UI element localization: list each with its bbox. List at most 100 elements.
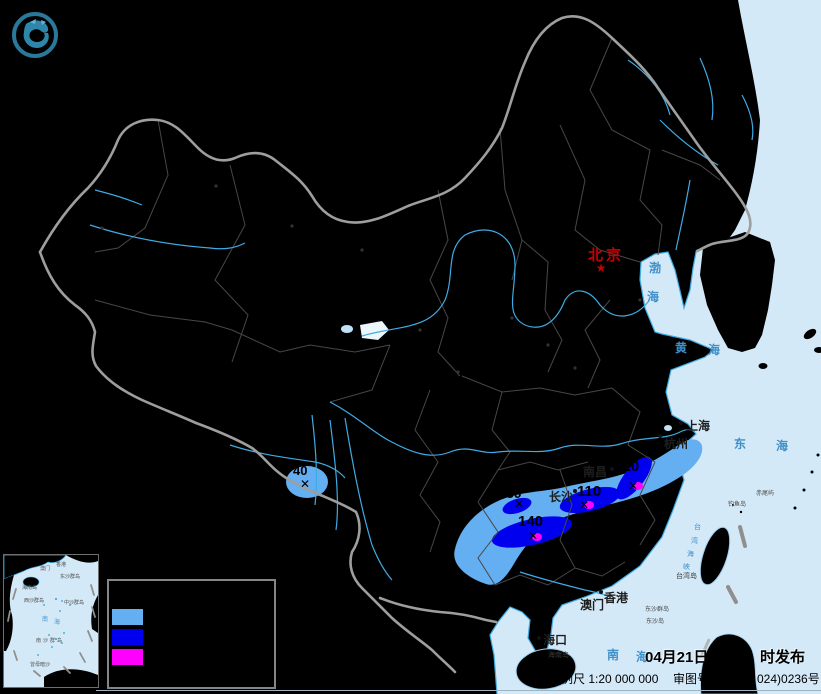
inset-south-sea-label: 南: [42, 617, 49, 623]
inset-dash-marks: [7, 584, 96, 677]
rain-patch-tibet: [286, 466, 328, 498]
dongsha-islands-label: 东沙群岛: [645, 607, 670, 613]
qinghai-lake: [341, 325, 353, 333]
yangtze-river: [329, 401, 696, 456]
inset-hainan-label: 海南岛: [22, 585, 38, 591]
beijing-label: 北京: [588, 247, 625, 264]
inset-map-canvas: [3, 554, 98, 687]
dongsha-island-label: 东沙岛: [646, 619, 665, 625]
beijing-star-marker: ★: [595, 261, 607, 275]
south-china-sea-inset: 澳门 香港 东沙群岛 海南岛 西沙群岛 中沙群岛 南 海 南沙群岛 曾母暗沙: [3, 554, 99, 688]
inset-nansha-label: 南沙群岛: [36, 638, 65, 644]
issue-suffix-text: 时发布: [760, 649, 806, 666]
taiwan-island: [699, 526, 731, 586]
max-rain-marker-140: ✕: [527, 529, 539, 543]
cma-dragon-logo: [12, 12, 58, 58]
max-rain-marker-changsha: ✕: [578, 498, 590, 512]
japan-island: [814, 347, 821, 353]
taiwan-strait-label: 湾: [691, 538, 698, 545]
haikou-label: 海口: [543, 633, 568, 647]
extreme-spot-changsha: [584, 501, 594, 509]
max-rain-marker-nanchang: ✕: [627, 479, 639, 493]
rain-value-changsha: 110: [577, 483, 602, 500]
inset-xisha-label: 西沙群岛: [24, 598, 45, 604]
diaoyu-island-label: 钓鱼岛: [728, 502, 747, 508]
rain-value-80: 80: [506, 485, 522, 501]
extreme-spot-nanchang: [633, 482, 643, 490]
legend-swatch-rainstorm: [112, 629, 143, 645]
max-rain-marker-80: ✕: [513, 497, 525, 511]
yarlung-river: [229, 444, 346, 479]
hangzhou-label: 杭州: [664, 437, 689, 451]
rainstorm-blob-changsha: [559, 486, 621, 514]
inset-zhongsha-label: 中沙群岛: [64, 600, 85, 606]
inset-dongsha-label: 东沙群岛: [60, 574, 81, 580]
macau-label: 澳门: [580, 598, 605, 612]
jeju-island: [758, 363, 768, 369]
east-sea-label: 海: [776, 439, 789, 453]
nanchang-label: 南昌: [583, 465, 608, 479]
map-frame-bottom-line: [96, 690, 821, 691]
yellow-river: [361, 229, 649, 337]
map-approval-suffix: 024)0236号: [757, 672, 820, 686]
rainstorm-blob-nanchang: [616, 456, 652, 500]
yellow-sea-label: 海: [708, 343, 721, 357]
hainan-island: [515, 648, 577, 690]
hongkong-dot: [599, 590, 603, 594]
city-dots: [100, 184, 642, 374]
east-sea-label: 东: [734, 437, 747, 451]
rain-value-140: 140: [518, 513, 544, 530]
rainstorm-blob-80: [502, 497, 532, 515]
luzon-island: [700, 633, 759, 694]
rainstorm-blob-140: [491, 516, 573, 548]
land-overlays: [515, 232, 821, 694]
shanghai-dot: [679, 421, 683, 425]
south-sea-label: 海: [636, 650, 649, 664]
rivers: [89, 57, 754, 597]
dash-line-marks: [726, 525, 747, 604]
rainfall-legend: [107, 579, 276, 689]
taiwan-strait-label: 海: [687, 551, 694, 558]
ryukyu-dots: [732, 453, 820, 514]
taiwan-island-label: 台湾岛: [676, 573, 697, 580]
legend-swatch-heavy-rain: [112, 609, 143, 625]
hongkong-label: 香港: [604, 591, 629, 605]
inset-macau-label: 澳门: [40, 566, 51, 572]
rain-value-tibet: 40: [293, 463, 308, 478]
issue-date-text: 04月21日: [645, 649, 709, 666]
shanghai-label: 上海: [686, 419, 711, 433]
max-rain-marker-tibet: ✕: [299, 477, 311, 491]
south-sea-label: 南: [607, 648, 620, 662]
hainan-island-label: 海南岛: [548, 652, 569, 659]
chiwei-island-label: 赤尾屿: [756, 491, 775, 497]
pearl-river: [519, 571, 609, 597]
map-approval-prefix: 审图号：(: [673, 672, 725, 686]
inset-south-sea-label: 海: [54, 620, 61, 626]
rain-areas: [286, 439, 703, 585]
taiwan-strait-label: 台: [694, 524, 701, 531]
hangzhou-dot: [658, 434, 662, 438]
bohai-sea-label: 海: [647, 290, 660, 304]
bohai-sea-label: 渤: [649, 261, 662, 275]
white-lake: [360, 321, 389, 340]
nanchang-dot: [610, 467, 614, 471]
scale-text: 比例尺 1:20 000 000: [549, 672, 659, 686]
changsha-label: 长沙: [549, 490, 574, 504]
extreme-spot-140: [532, 533, 542, 541]
international-border: [38, 15, 752, 674]
province-borders: [94, 37, 721, 586]
legend-swatch-extreme-rainstorm: [112, 649, 143, 665]
taiwan-strait-label: 峡: [683, 564, 690, 571]
haikou-dot: [537, 636, 541, 640]
changsha-dot: [573, 489, 577, 493]
yellow-sea-label: 黄: [675, 341, 688, 355]
lakes: [341, 321, 672, 431]
japan-island: [803, 328, 817, 340]
rain-value-nanchang: 110: [615, 458, 640, 475]
inset-hongkong-label: 香港: [56, 562, 67, 568]
sea-area: [489, 0, 821, 694]
taihu-lake: [664, 425, 672, 431]
korea-peninsula: [700, 232, 775, 352]
